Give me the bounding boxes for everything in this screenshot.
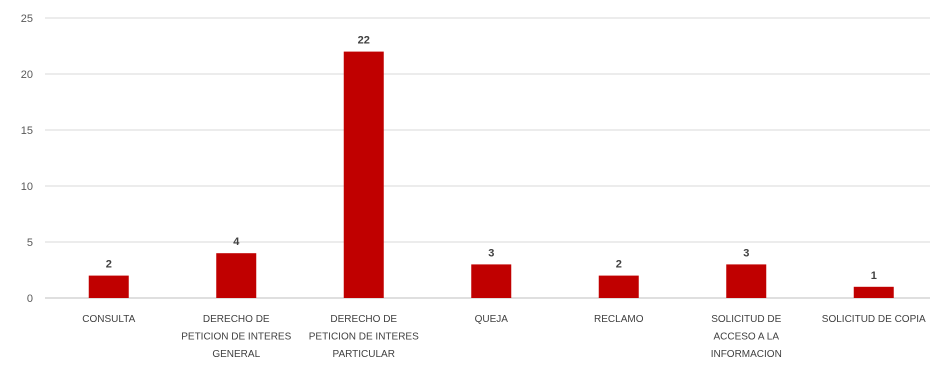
data-label: 2 xyxy=(616,259,622,271)
x-tick-label: DERECHO DE PETICION DE INTERES PARTICULAR xyxy=(309,314,419,360)
y-tick-label: 10 xyxy=(21,181,33,193)
gridlines xyxy=(45,17,930,299)
bar xyxy=(216,253,257,298)
data-label: 22 xyxy=(358,35,370,47)
y-tick-label: 15 xyxy=(21,125,33,137)
x-tick-label-line: PETICION DE INTERES xyxy=(181,332,291,343)
data-label: 3 xyxy=(743,247,749,259)
data-label: 3 xyxy=(488,247,494,259)
x-tick-label-line: INFORMACION xyxy=(711,349,782,360)
data-label: 4 xyxy=(233,236,240,248)
x-tick-label-line: QUEJA xyxy=(475,314,509,325)
y-tick-label: 20 xyxy=(21,69,33,81)
x-tick-label: RECLAMO xyxy=(594,314,644,325)
x-tick-label: DERECHO DE PETICION DE INTERES GENERAL xyxy=(181,314,291,360)
bar xyxy=(88,275,129,298)
bar xyxy=(343,51,384,298)
x-tick-label-line: DERECHO DE xyxy=(203,314,270,325)
x-tick-label: SOLICITUD DE COPIA xyxy=(822,314,926,325)
x-tick-label-line: CONSULTA xyxy=(82,314,135,325)
x-tick-label-line: SOLICITUD DE xyxy=(711,314,781,325)
x-tick-label-line: GENERAL xyxy=(212,349,260,360)
x-tick-label-line: DERECHO DE xyxy=(330,314,397,325)
x-tick-label: SOLICITUD DE ACCESO A LA INFORMACION xyxy=(711,314,782,360)
data-label: 2 xyxy=(106,259,112,271)
data-label: 1 xyxy=(871,270,877,282)
x-tick-label-line: PETICION DE INTERES xyxy=(309,332,419,343)
bars xyxy=(88,51,894,298)
data-labels: 2 4 22 3 2 3 1 xyxy=(106,35,877,282)
y-tick-label: 0 xyxy=(27,293,33,305)
y-axis-ticks: 0 5 10 15 20 25 xyxy=(21,13,33,305)
x-tick-label-line: RECLAMO xyxy=(594,314,644,325)
x-tick-label-line: PARTICULAR xyxy=(333,349,395,360)
bar xyxy=(726,264,767,298)
x-tick-label: QUEJA xyxy=(475,314,509,325)
x-tick-label-line: ACCESO A LA xyxy=(713,332,779,343)
y-tick-label: 25 xyxy=(21,13,33,25)
bar xyxy=(598,275,639,298)
x-tick-label-line: SOLICITUD DE COPIA xyxy=(822,314,926,325)
x-axis-labels: CONSULTA DERECHO DE PETICION DE INTERES GEN… xyxy=(82,314,926,360)
bar xyxy=(471,264,512,298)
bar xyxy=(853,286,894,298)
y-tick-label: 5 xyxy=(27,237,33,249)
x-tick-label: CONSULTA xyxy=(82,314,135,325)
